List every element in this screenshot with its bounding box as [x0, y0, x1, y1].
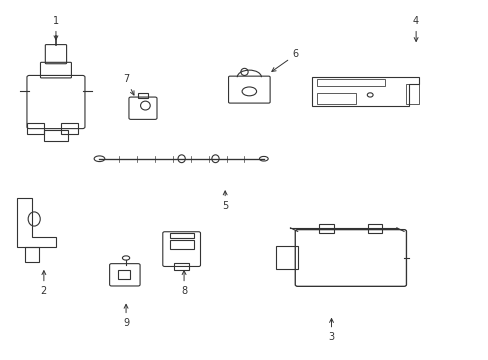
Bar — [61, 123, 78, 134]
Bar — [367, 224, 382, 233]
Text: 7: 7 — [122, 74, 134, 95]
Bar — [319, 224, 333, 233]
Text: 1: 1 — [53, 16, 59, 40]
Bar — [316, 93, 355, 104]
Bar — [316, 79, 384, 86]
Bar — [118, 270, 130, 279]
Bar — [24, 247, 39, 261]
Bar — [44, 130, 68, 141]
Text: 8: 8 — [181, 271, 187, 296]
Text: 4: 4 — [412, 16, 418, 41]
Bar — [406, 84, 418, 104]
Bar — [138, 93, 147, 99]
Bar — [174, 263, 188, 270]
Text: 3: 3 — [328, 319, 334, 342]
Text: 5: 5 — [222, 191, 228, 211]
Text: 2: 2 — [41, 271, 47, 296]
Bar — [169, 233, 193, 238]
Bar — [275, 246, 297, 269]
Text: 6: 6 — [271, 49, 298, 71]
Bar — [27, 123, 44, 134]
Text: 9: 9 — [123, 304, 129, 328]
Bar — [169, 240, 193, 249]
